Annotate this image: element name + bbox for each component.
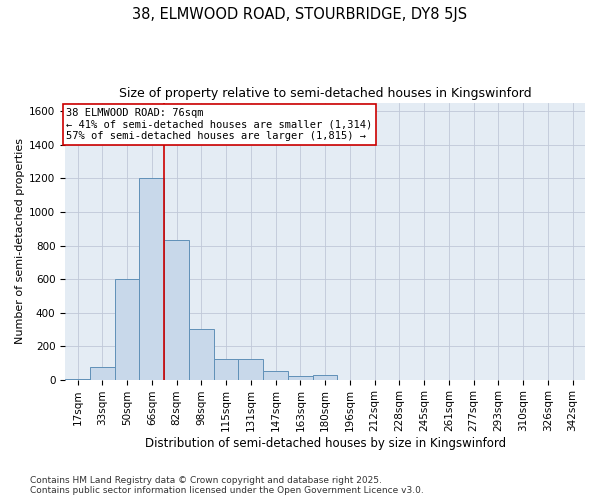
Text: 38 ELMWOOD ROAD: 76sqm
← 41% of semi-detached houses are smaller (1,314)
57% of : 38 ELMWOOD ROAD: 76sqm ← 41% of semi-det… [67,108,373,142]
Y-axis label: Number of semi-detached properties: Number of semi-detached properties [15,138,25,344]
Text: 38, ELMWOOD ROAD, STOURBRIDGE, DY8 5JS: 38, ELMWOOD ROAD, STOURBRIDGE, DY8 5JS [133,8,467,22]
Bar [288,376,313,380]
Bar [164,240,189,380]
X-axis label: Distribution of semi-detached houses by size in Kingswinford: Distribution of semi-detached houses by … [145,437,506,450]
Bar [313,374,337,380]
Bar [263,371,288,380]
Bar [115,279,139,380]
Bar [214,360,238,380]
Bar [65,379,90,380]
Bar [139,178,164,380]
Text: Contains HM Land Registry data © Crown copyright and database right 2025.
Contai: Contains HM Land Registry data © Crown c… [30,476,424,495]
Bar [238,360,263,380]
Bar [90,367,115,380]
Title: Size of property relative to semi-detached houses in Kingswinford: Size of property relative to semi-detach… [119,88,532,101]
Bar [189,330,214,380]
